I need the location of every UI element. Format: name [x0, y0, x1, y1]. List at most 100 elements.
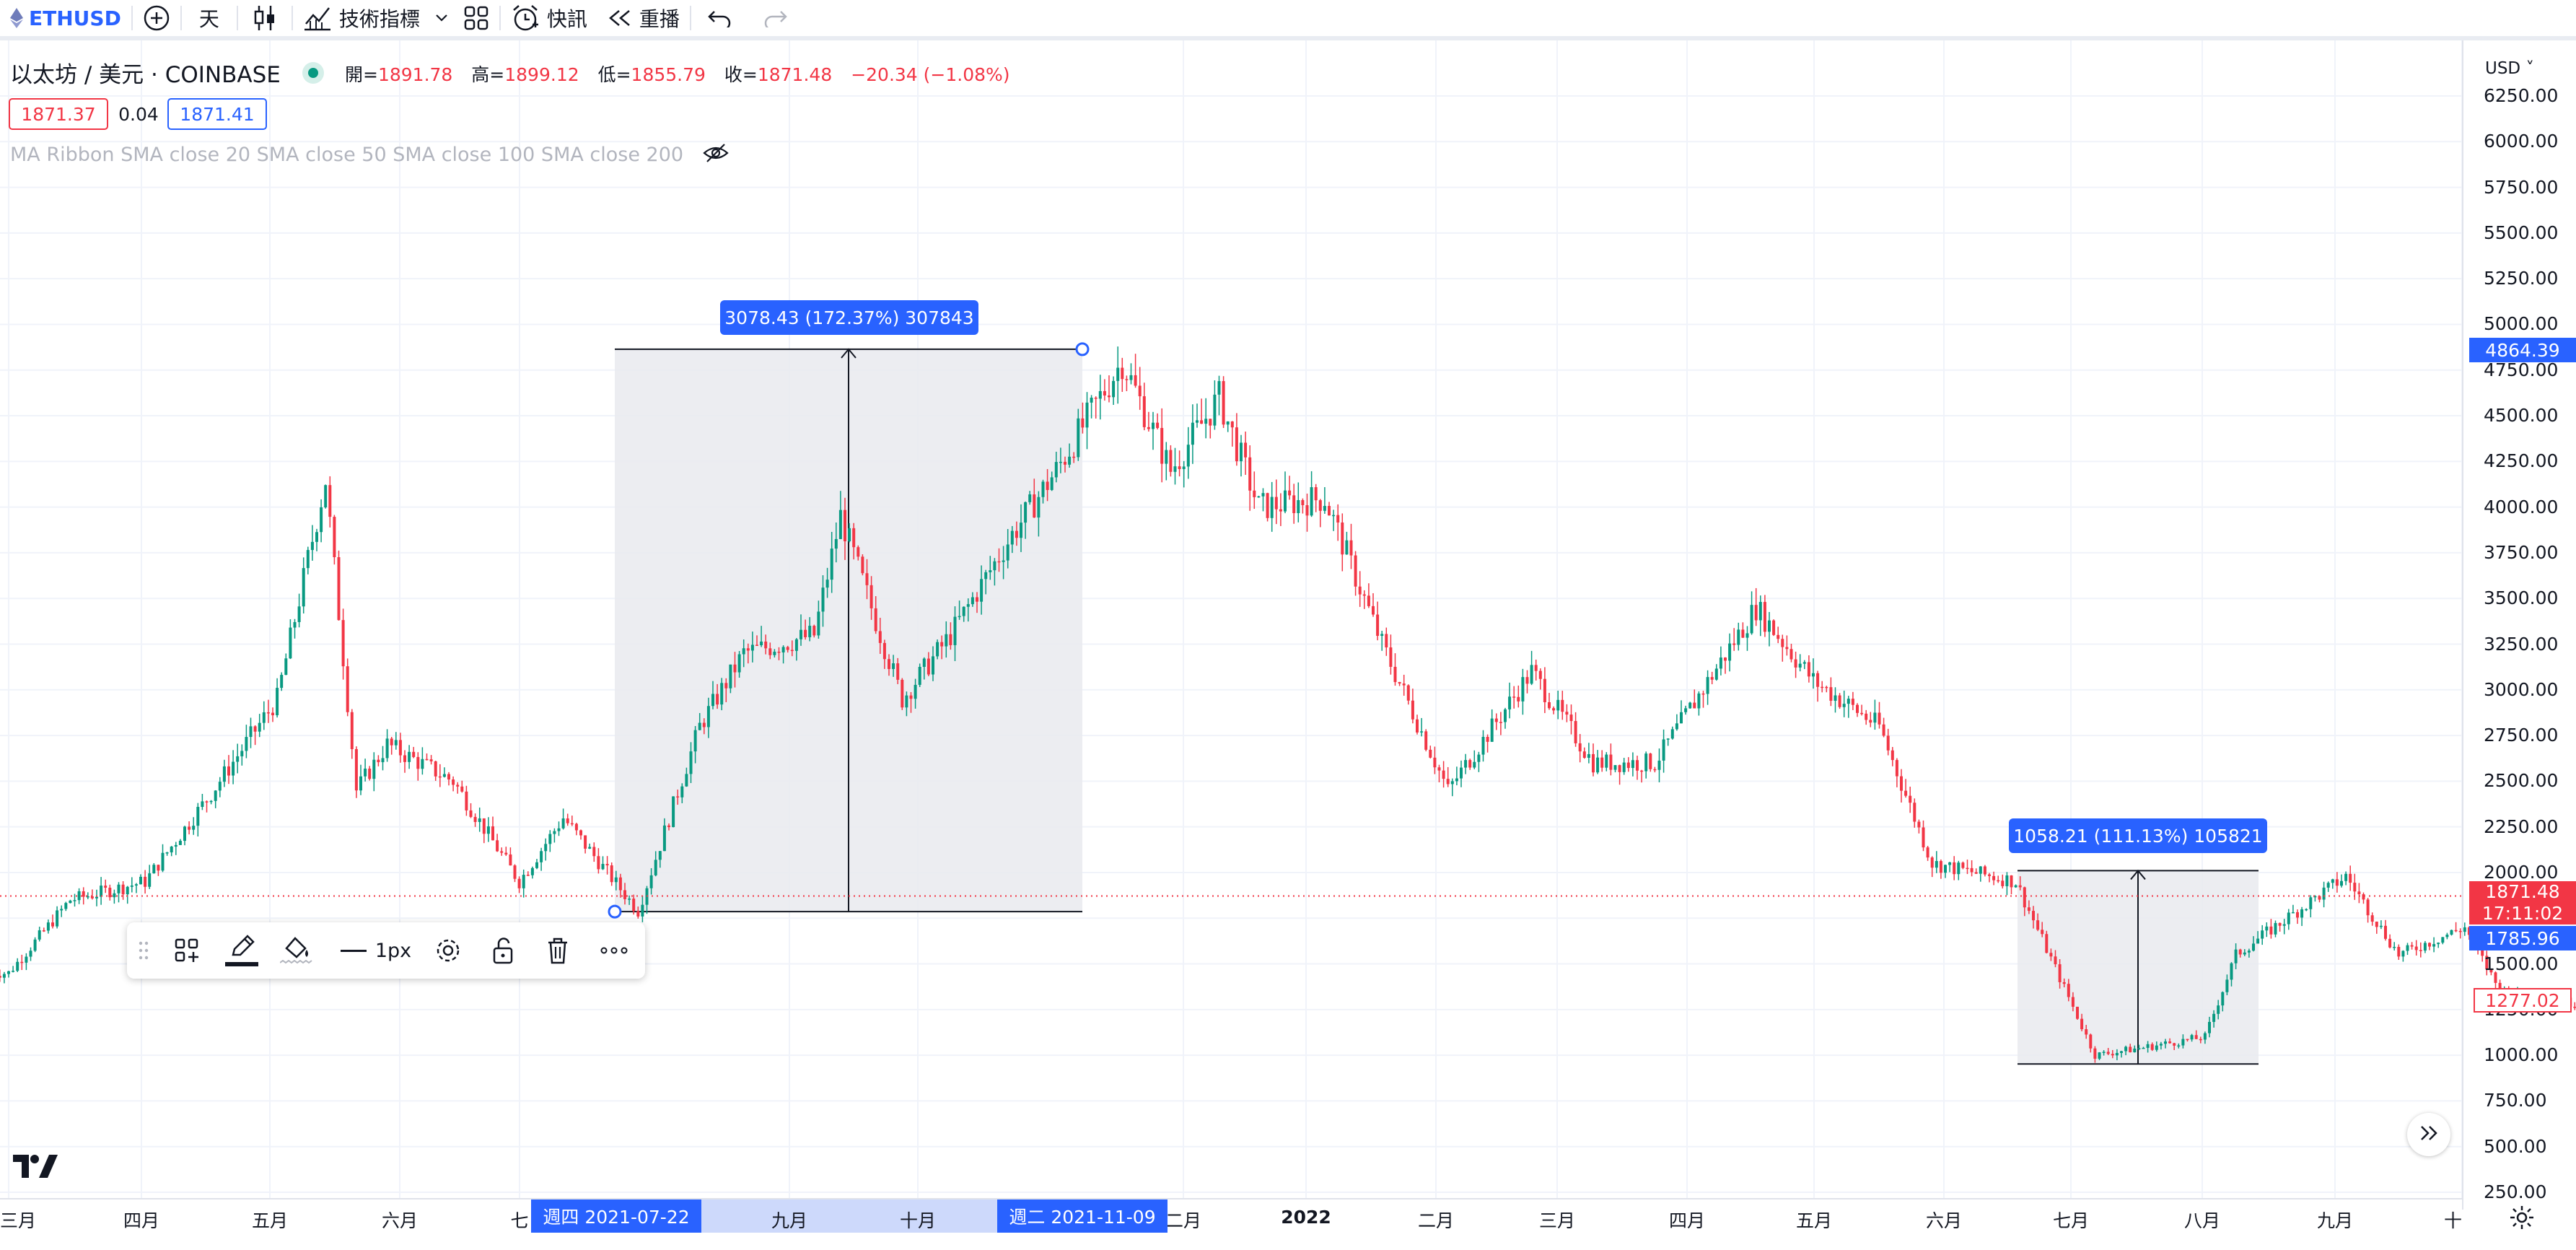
time-scale[interactable] [0, 1198, 2462, 1250]
candlestick-icon [253, 4, 277, 32]
interval-button[interactable]: 天 [182, 0, 237, 36]
candle-body [729, 664, 732, 689]
candle-body [1789, 649, 1793, 660]
candle-body [1411, 700, 1414, 720]
candle-body [1670, 729, 1674, 739]
replay-button[interactable]: 重播 [597, 0, 690, 36]
candle-body [1490, 718, 1494, 742]
candle-body [1569, 714, 1573, 722]
candle-body [641, 904, 644, 917]
candle-body [1416, 719, 1419, 733]
settings-icon[interactable] [2508, 1204, 2536, 1234]
fill-color-icon[interactable] [279, 922, 315, 979]
candle-body [95, 896, 98, 899]
candle-body [2010, 875, 2013, 888]
buy-price-button[interactable]: 1871.41 [167, 98, 267, 130]
indicators-button[interactable]: 技術指標 [293, 0, 430, 36]
candle-body [1380, 634, 1384, 637]
line-color-icon[interactable] [224, 922, 260, 979]
candle-body [165, 852, 169, 854]
candle-body [869, 585, 873, 608]
time-tick-label: 二月 [1165, 1210, 1202, 1231]
candle-body [460, 786, 464, 792]
candle-body [157, 865, 160, 871]
candle-body [1424, 731, 1428, 750]
candle-body [1006, 544, 1009, 561]
indicator-legend[interactable]: MA Ribbon SMA close 20 SMA close 50 SMA … [10, 143, 729, 168]
candle-body [1974, 872, 1978, 874]
candle-body [1680, 712, 1683, 724]
scroll-to-realtime-button[interactable] [2407, 1113, 2450, 1156]
candle-body [364, 768, 367, 777]
candle-body [1292, 495, 1296, 514]
candle-body [2357, 891, 2361, 895]
candle-body [69, 900, 72, 904]
candle-body [513, 865, 517, 879]
drag-handle[interactable] [134, 922, 153, 979]
candle-body [2045, 934, 2049, 953]
candle-body [614, 877, 618, 883]
candle-body [1420, 731, 1424, 733]
candle-body [1020, 523, 1022, 538]
sell-price-button[interactable]: 1871.37 [9, 98, 108, 130]
candle-body [1450, 781, 1454, 784]
candle-body [33, 939, 37, 951]
eye-hidden-icon[interactable] [703, 143, 729, 168]
candle-body [310, 541, 314, 551]
candle-body [1714, 668, 1718, 680]
candle-body [2217, 1005, 2220, 1014]
candle-body [1926, 847, 1929, 858]
redo-button[interactable] [748, 0, 804, 36]
more-options-icon[interactable] [596, 922, 632, 979]
candle-body [1121, 367, 1124, 380]
candle-body [1015, 530, 1018, 538]
trash-icon[interactable] [541, 922, 574, 979]
time-tick-label: 六月 [1925, 1210, 1963, 1231]
object-tree-icon[interactable] [170, 922, 203, 979]
time-tick-label: 十月 [899, 1210, 937, 1231]
price-scale[interactable] [2462, 40, 2576, 1210]
candle-body [566, 818, 569, 823]
unlock-icon[interactable] [486, 922, 520, 979]
candle-body [1165, 450, 1168, 464]
candle-body [73, 900, 76, 901]
compare-button[interactable] [133, 0, 180, 36]
candle-body [2313, 896, 2317, 898]
tradingview-logo[interactable] [13, 1153, 59, 1182]
indicator-templates-button[interactable] [430, 0, 453, 36]
candle-body [447, 774, 450, 779]
candle-body [667, 825, 670, 828]
measure-label-2[interactable]: 1058.21 (111.13%) 105821 [2009, 818, 2267, 853]
candle-body [1930, 857, 1934, 868]
candle-body [844, 510, 846, 542]
layout-button[interactable] [453, 0, 499, 36]
symbol-search-button[interactable]: ETHUSD [0, 0, 131, 36]
candle-body [1345, 540, 1349, 555]
line-width-button[interactable]: 1px [336, 922, 416, 979]
candle-body [1010, 530, 1014, 545]
alert-button[interactable]: 快訊 [501, 0, 597, 36]
candle-body [1613, 765, 1617, 770]
candle-body [896, 663, 900, 680]
ask-value: 1871.41 [180, 103, 255, 125]
candle-body [1429, 749, 1432, 758]
candle-body [1521, 677, 1525, 702]
candle-body [1406, 685, 1410, 701]
candle-body [1794, 659, 1797, 668]
currency-selector[interactable]: USD ˅ [2485, 59, 2534, 78]
candle-body [205, 801, 209, 803]
candle-body [1284, 490, 1287, 512]
candle-body [333, 517, 336, 558]
candle-body [2208, 1021, 2211, 1033]
candle-body [1367, 595, 1370, 606]
candle-body [997, 561, 1001, 563]
settings-gear-icon[interactable] [431, 922, 465, 979]
chart-type-button[interactable] [238, 0, 292, 36]
candle-body [830, 548, 833, 580]
measure-label-1[interactable]: 3078.43 (172.37%) 307843 [720, 300, 978, 335]
undo-button[interactable] [691, 0, 748, 36]
candle-body [878, 631, 882, 643]
symbol-title: 以太坊 / 美元 · COINBASE [10, 62, 281, 88]
candle-body [2005, 875, 2009, 886]
